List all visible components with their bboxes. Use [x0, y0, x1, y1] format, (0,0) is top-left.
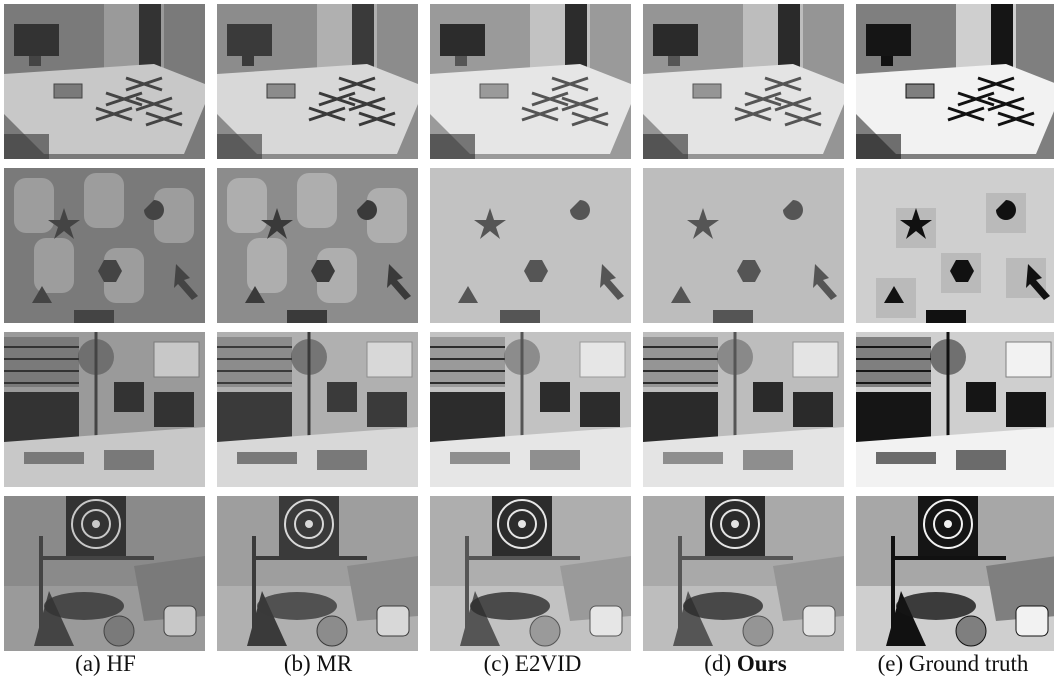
image-hf-shapes-on-wall [4, 168, 205, 323]
image-e2vid-desk-with-drones-and-monitor [430, 4, 631, 159]
image-ours-dartboard-table-and-ball [643, 496, 844, 651]
image-hf-desk-with-drones-and-monitor [4, 4, 205, 159]
image-e2vid-shapes-on-wall [430, 168, 631, 323]
image-hf-dartboard-table-and-ball [4, 496, 205, 651]
image-mr-dartboard-table-and-ball [217, 496, 418, 651]
image-hf-office-with-plant-and-monitors [4, 332, 205, 487]
image-gt-shapes-on-wall [856, 168, 1054, 323]
image-mr-desk-with-drones-and-monitor [217, 4, 418, 159]
caption-a: (a) HF [75, 651, 136, 676]
image-mr-shapes-on-wall [217, 168, 418, 323]
caption-d: (d) Ours [704, 651, 787, 676]
caption-c: (c) E2VID [483, 651, 582, 676]
image-mr-office-with-plant-and-monitors [217, 332, 418, 487]
image-gt-dartboard-table-and-ball [856, 496, 1054, 651]
caption-b: (b) MR [283, 651, 353, 676]
image-gt-desk-with-drones-and-monitor [856, 4, 1054, 159]
caption-e: (e) Ground truth [877, 651, 1029, 676]
image-gt-office-with-plant-and-monitors [856, 332, 1054, 487]
image-ours-desk-with-drones-and-monitor [643, 4, 844, 159]
image-ours-office-with-plant-and-monitors [643, 332, 844, 487]
image-e2vid-dartboard-table-and-ball [430, 496, 631, 651]
image-ours-shapes-on-wall [643, 168, 844, 323]
image-e2vid-office-with-plant-and-monitors [430, 332, 631, 487]
